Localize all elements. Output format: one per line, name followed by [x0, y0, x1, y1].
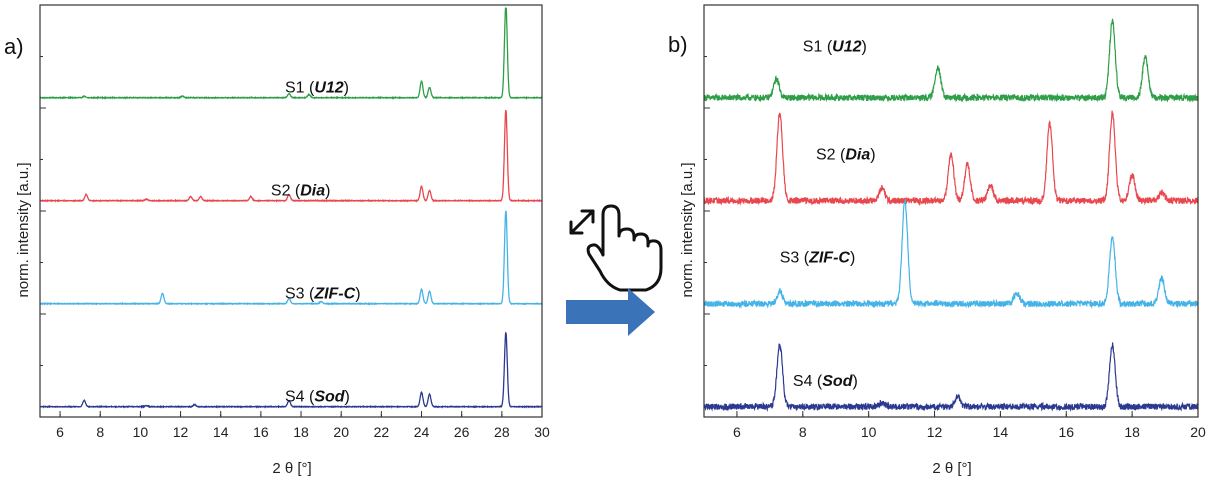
x-tick-label: 20 — [333, 424, 349, 440]
panel-a-ylabel: norm. intensity [a.u.] — [15, 162, 32, 297]
panel-a-traces — [39, 7, 543, 409]
x-tick-label: 20 — [1190, 424, 1206, 440]
x-tick-label: 18 — [293, 424, 309, 440]
panel-b-xlabel: 2 θ [°] — [932, 460, 971, 477]
x-tick-label: 30 — [534, 424, 550, 440]
x-tick-label: 16 — [253, 424, 269, 440]
series-label-s1: S1 (U12) — [285, 80, 349, 97]
panel-b-series-labels: S1 (U12) S2 (Dia) S3 (ZIF-C) S4 (Sod) — [780, 38, 876, 390]
series-label-s3: S3 (ZIF-C) — [780, 250, 856, 267]
panel-a: a) norm. intensity [a.u.] 2 θ [°] 6 8 10 12… — [4, 4, 550, 477]
x-tick-label: 8 — [799, 424, 807, 440]
series-label-s3: S3 (ZIF-C) — [285, 286, 361, 303]
panel-a-ticks: 6 8 10 12 14 16 18 20 22 24 26 28 30 — [40, 4, 550, 440]
panel-b-traces — [703, 18, 1199, 412]
x-tick-label: 10 — [861, 424, 877, 440]
x-tick-label: 10 — [133, 424, 149, 440]
trace-s3 — [39, 210, 543, 306]
panel-a-xlabel: 2 θ [°] — [272, 460, 311, 477]
x-tick-label: 14 — [993, 424, 1009, 440]
x-tick-label: 26 — [454, 424, 470, 440]
trace-s2 — [703, 110, 1199, 207]
panel-a-series-labels: S1 (U12) S2 (Dia) S3 (ZIF-C) S4 (Sod) — [271, 80, 361, 406]
series-label-s4: S4 (Sod) — [793, 373, 858, 390]
panel-b: b) norm. intensity [a.u.] 2 θ [°] 6 8 10 12… — [668, 4, 1206, 477]
trace-s1 — [39, 7, 542, 101]
trace-s3 — [703, 199, 1199, 309]
trace-s1 — [703, 18, 1199, 103]
x-tick-label: 28 — [494, 424, 510, 440]
trace-s4 — [39, 331, 543, 409]
trace-s4 — [703, 342, 1199, 412]
x-tick-label: 18 — [1124, 424, 1140, 440]
pinch-zoom-icon — [569, 204, 663, 292]
panel-b-frame — [703, 4, 1199, 418]
panel-a-label: a) — [4, 34, 24, 59]
x-tick-label: 12 — [173, 424, 189, 440]
x-tick-label: 8 — [96, 424, 104, 440]
series-label-s1: S1 (U12) — [803, 38, 867, 55]
x-tick-label: 24 — [414, 424, 430, 440]
panel-a-frame — [39, 4, 543, 418]
x-tick-label: 6 — [56, 424, 64, 440]
panel-b-ticks: 6 8 10 12 14 16 18 20 — [704, 4, 1206, 440]
arrow-right-icon — [566, 288, 655, 336]
x-tick-label: 12 — [927, 424, 943, 440]
x-tick-label: 6 — [733, 424, 741, 440]
x-tick-label: 16 — [1058, 424, 1074, 440]
zoom-indicator — [566, 204, 663, 336]
series-label-s4: S4 (Sod) — [285, 389, 350, 406]
x-tick-label: 22 — [374, 424, 390, 440]
panel-b-ylabel: norm. intensity [a.u.] — [679, 162, 696, 297]
series-label-s2: S2 (Dia) — [271, 183, 331, 200]
x-tick-label: 14 — [213, 424, 229, 440]
trace-s2 — [39, 109, 543, 203]
panel-b-label: b) — [668, 32, 688, 57]
series-label-s2: S2 (Dia) — [816, 147, 876, 164]
